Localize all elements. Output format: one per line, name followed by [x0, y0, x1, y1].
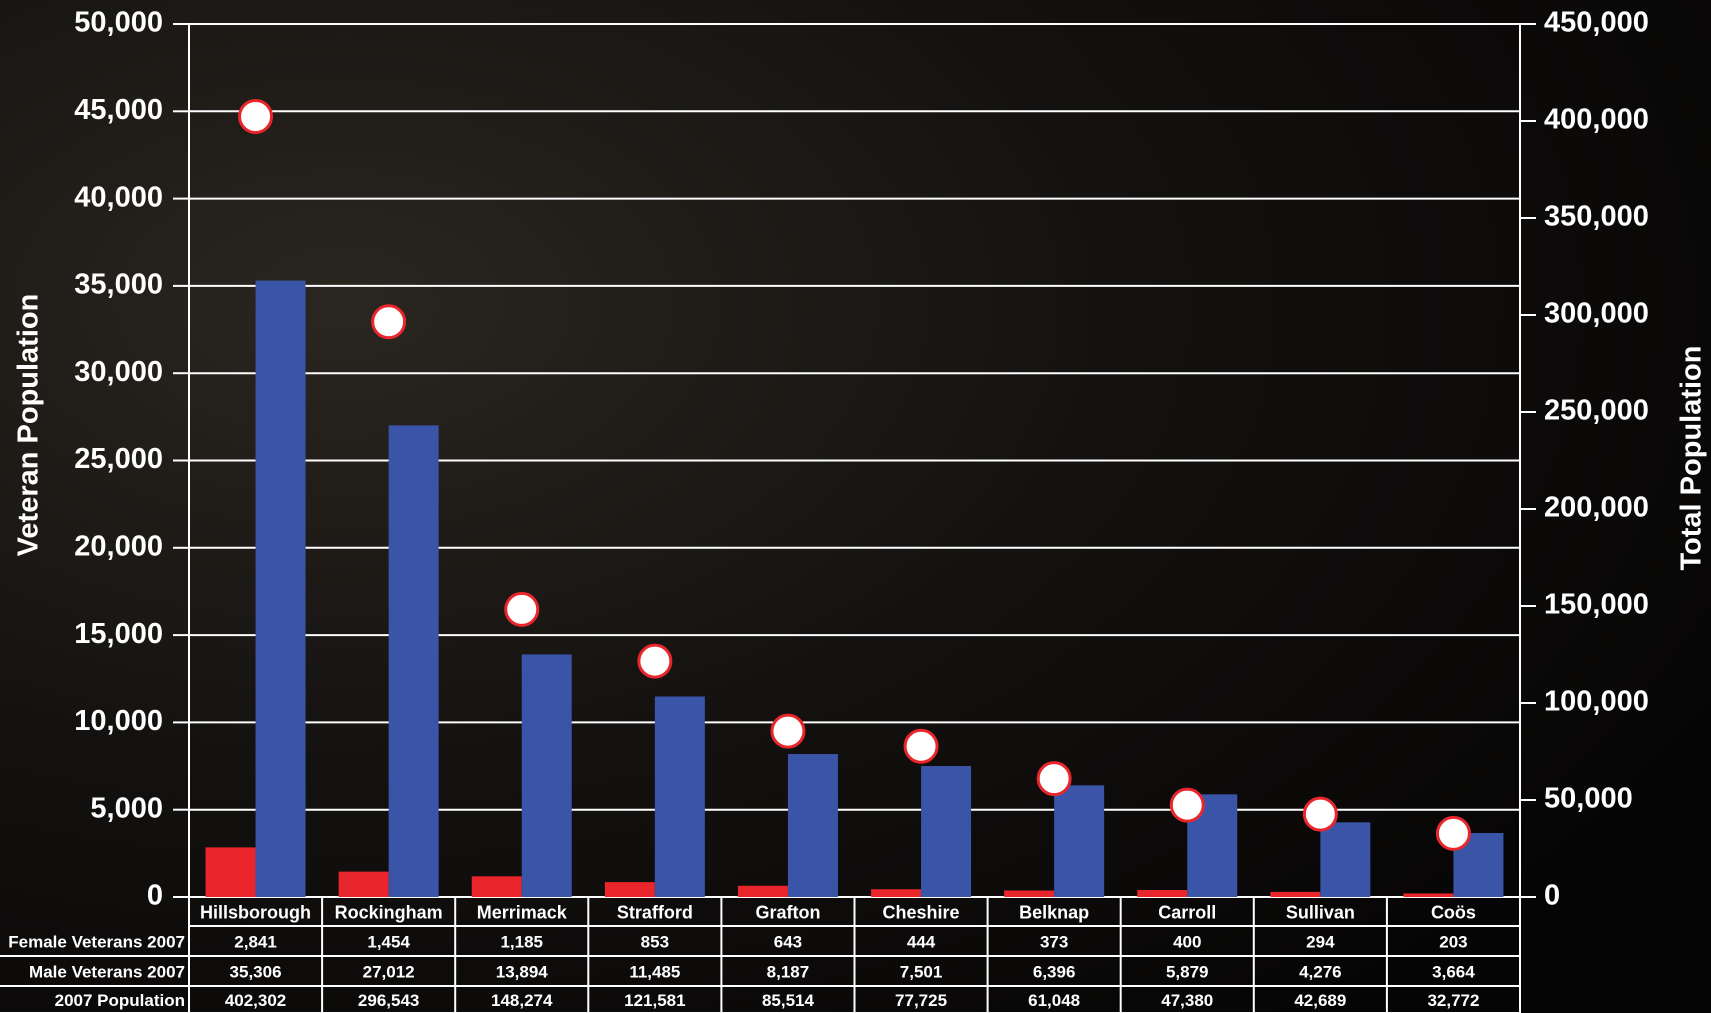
y-tick-label: 5,000: [90, 792, 163, 824]
population-marker: [1435, 815, 1471, 851]
bar: [787, 754, 838, 897]
table-row-label: Female Veterans 2007: [8, 932, 185, 951]
table-cell: 13,894: [496, 962, 549, 981]
table-cell: 47,380: [1161, 991, 1213, 1010]
y-tick-label: 10,000: [74, 705, 163, 737]
population-marker: [637, 643, 673, 679]
y-tick-label: 45,000: [74, 94, 163, 126]
y-axis-title: Veteran Population: [13, 294, 45, 557]
bar: [1004, 890, 1055, 897]
table-cell: 11,485: [629, 962, 680, 981]
y-tick-label: 35,000: [74, 269, 163, 301]
x-tick-label: Cheshire: [883, 902, 960, 922]
bar: [1320, 822, 1371, 897]
bar: [205, 847, 256, 897]
y2-tick-label: 450,000: [1544, 7, 1649, 39]
y2-axis-title: Total Population: [1676, 346, 1708, 571]
table-cell: 296,543: [358, 991, 419, 1010]
y2-tick-label: 150,000: [1544, 589, 1649, 621]
table-cell: 4,276: [1299, 962, 1342, 981]
table-cell: 148,274: [491, 991, 553, 1010]
table-cell: 61,048: [1028, 991, 1080, 1010]
bar: [521, 654, 572, 897]
x-tick-label: Merrimack: [477, 902, 568, 922]
x-tick-label: Rockingham: [335, 902, 443, 922]
x-tick-label: Hillsborough: [200, 902, 311, 922]
x-tick-label: Strafford: [617, 902, 693, 922]
table-cell: 294: [1306, 932, 1335, 951]
x-tick-label: Carroll: [1158, 902, 1216, 922]
population-marker: [1036, 761, 1072, 797]
bar: [338, 871, 389, 897]
population-marker: [1302, 796, 1338, 832]
table-cell: 2,841: [234, 932, 277, 951]
population-marker: [903, 728, 939, 764]
table-cell: 8,187: [767, 962, 810, 981]
bar: [654, 696, 705, 897]
bar: [871, 889, 922, 897]
table-cell: 1,454: [367, 932, 410, 951]
y2-tick-label: 200,000: [1544, 492, 1649, 524]
y-tick-label: 20,000: [74, 530, 163, 562]
bar: [921, 766, 972, 897]
table-cell: 643: [774, 932, 802, 951]
x-tick-label: Grafton: [755, 902, 820, 922]
table-cell: 121,581: [624, 991, 685, 1010]
y2-tick-label: 100,000: [1544, 686, 1649, 718]
population-marker: [1169, 787, 1205, 823]
table-cell: 6,396: [1033, 962, 1076, 981]
table-row-label: Male Veterans 2007: [29, 962, 185, 981]
x-tick-label: Belknap: [1019, 902, 1089, 922]
table-cell: 5,879: [1166, 962, 1209, 981]
plot-area: 0 5,000 10,000 15,000 20,000 25,000 30,000 35,0…: [0, 7, 1649, 1013]
table-cell: 444: [907, 932, 936, 951]
table-cell: 853: [641, 932, 669, 951]
bar: [604, 882, 655, 897]
bar: [388, 425, 439, 897]
bar: [1054, 785, 1105, 897]
table-cell: 32,772: [1427, 991, 1479, 1010]
bar: [737, 885, 788, 897]
bar: [471, 876, 522, 897]
y2-tick-label: 250,000: [1544, 395, 1649, 427]
x-tick-label: Coös: [1431, 902, 1476, 922]
population-marker: [371, 304, 407, 340]
table-row-label: 2007 Population: [55, 991, 185, 1010]
table-cell: 203: [1439, 932, 1467, 951]
table-cell: 400: [1173, 932, 1201, 951]
population-marker: [238, 99, 274, 135]
table-cell: 7,501: [900, 962, 943, 981]
y-tick-label: 15,000: [74, 618, 163, 650]
bar: [255, 280, 306, 897]
y2-tick-label: 400,000: [1544, 104, 1649, 136]
table-cell: 3,664: [1432, 962, 1475, 981]
table-cell: 35,306: [230, 962, 282, 981]
y2-tick-label: 50,000: [1544, 783, 1633, 815]
y-tick-label: 30,000: [74, 356, 163, 388]
table-cell: 77,725: [895, 991, 947, 1010]
table-cell: 402,302: [225, 991, 286, 1010]
y-tick-label: 50,000: [74, 7, 163, 39]
x-tick-label: Sullivan: [1286, 902, 1355, 922]
bar: [1137, 890, 1188, 897]
y-tick-label: 25,000: [74, 443, 163, 475]
y2-tick-label: 0: [1544, 880, 1560, 912]
table-cell: 27,012: [363, 962, 415, 981]
y2-tick-label: 350,000: [1544, 201, 1649, 233]
bar: [1403, 893, 1454, 897]
table-cell: 42,689: [1294, 991, 1346, 1010]
y-tick-label: 0: [147, 880, 163, 912]
y-tick-label: 40,000: [74, 181, 163, 213]
population-marker: [504, 591, 540, 627]
table-cell: 85,514: [762, 991, 815, 1010]
y2-tick-label: 300,000: [1544, 298, 1649, 330]
population-marker: [770, 713, 806, 749]
table-cell: 1,185: [500, 932, 543, 951]
table-cell: 373: [1040, 932, 1068, 951]
bar: [1270, 891, 1321, 897]
